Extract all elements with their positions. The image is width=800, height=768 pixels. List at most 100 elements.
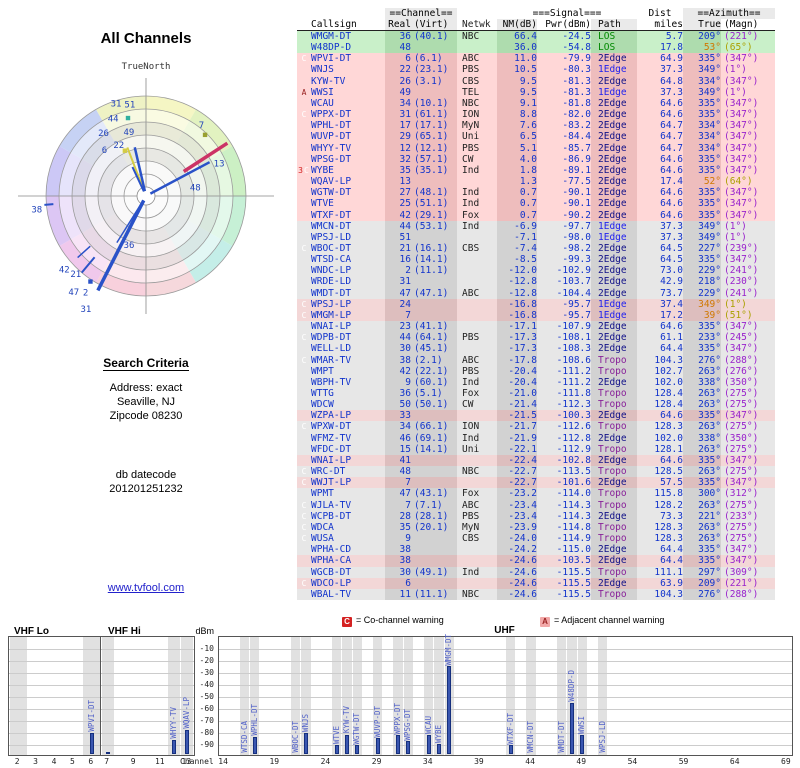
- cell-magn: (275°): [721, 443, 775, 455]
- cell-magn: (1°): [721, 64, 775, 76]
- cell-cs: WGTW-DT: [311, 187, 385, 199]
- cell-virt: (11.1): [411, 265, 457, 277]
- cell-net: ABC: [457, 53, 497, 65]
- cell-virt: (20.1): [411, 521, 457, 534]
- cell-real: 35: [385, 521, 411, 534]
- radar-ring: [71, 121, 221, 271]
- cell-cs: WPSJ-LP: [311, 298, 385, 310]
- cell-path: Tropo: [591, 443, 637, 455]
- cell-net: ION: [457, 421, 497, 433]
- cell-mk: C: [297, 510, 311, 522]
- channel-tick: 29: [371, 757, 382, 766]
- cell-magn: (230°): [721, 276, 775, 288]
- cell-virt: (45.1): [411, 343, 457, 355]
- table-row: WRDE-LD 31 -12.8 -103.7 2Edge 42.9 218° (230°): [297, 276, 775, 288]
- cell-pwr: -112.3: [537, 399, 591, 411]
- cell-mi: 64.5: [637, 242, 683, 255]
- dbm-tick: -80: [199, 728, 214, 737]
- cell-real: 47: [385, 287, 411, 299]
- station-callsign-label: W48DP-D: [567, 670, 576, 702]
- cell-true: 276°: [683, 354, 721, 366]
- radar-bearing-line: [44, 203, 54, 206]
- cell-cs: WHYY-TV: [311, 142, 385, 154]
- cell-mk: [297, 443, 311, 455]
- cell-mk: [297, 276, 311, 288]
- adjacent-channel-warning-icon: A: [540, 617, 550, 627]
- co-channel-warning-icon: C: [300, 500, 308, 510]
- cell-net: Ind: [457, 198, 497, 210]
- cell-pwr: -112.9: [537, 443, 591, 455]
- gridline: [101, 745, 194, 746]
- cell-pwr: -89.1: [537, 164, 591, 177]
- cell-mk: C: [297, 577, 311, 589]
- cell-nm: -21.7: [497, 421, 537, 433]
- occupied-channel-band: [424, 637, 434, 755]
- cell-mi: 128.5: [637, 466, 683, 478]
- cell-cs: WCPB-DT: [311, 510, 385, 522]
- channel-tick: 24: [320, 757, 331, 766]
- cell-pwr: -82.0: [537, 109, 591, 121]
- cell-path: 2Edge: [591, 254, 637, 266]
- header-nm: NM(dB): [497, 19, 537, 30]
- cell-real: 11: [385, 588, 411, 600]
- cell-real: 41: [385, 454, 411, 467]
- cell-pwr: -107.9: [537, 321, 591, 333]
- cell-magn: (347°): [721, 343, 775, 355]
- cell-mi: 64.6: [637, 454, 683, 467]
- adjacent-channel-warning-icon: A: [300, 87, 308, 97]
- cell-magn: (276°): [721, 365, 775, 377]
- cell-virt: (49.1): [411, 566, 457, 578]
- dbm-tick: -10: [199, 644, 214, 653]
- cell-cs: WBPH-TV: [311, 376, 385, 388]
- cell-nm: -22.7: [497, 477, 537, 489]
- co-channel-warning-icon: C: [300, 299, 308, 309]
- tvfool-link[interactable]: www.tvfool.com: [107, 582, 185, 594]
- cell-mi: 64.7: [637, 120, 683, 132]
- cell-path: 2Edge: [591, 187, 637, 199]
- cell-true: 335°: [683, 254, 721, 266]
- cell-mk: C: [297, 466, 311, 478]
- cell-magn: (347°): [721, 198, 775, 210]
- cell-true: 335°: [683, 153, 721, 165]
- cell-virt: (65.1): [411, 131, 457, 143]
- cell-path: 1Edge: [591, 298, 637, 310]
- radar-ring: [123, 173, 169, 219]
- cell-path: 2Edge: [591, 176, 637, 188]
- cell-real: 28: [385, 510, 411, 522]
- cell-path: Tropo: [591, 399, 637, 411]
- cell-virt: (17.1): [411, 120, 457, 132]
- cell-pwr: -84.4: [537, 131, 591, 143]
- cell-pwr: -102.9: [537, 265, 591, 277]
- gridline: [101, 661, 194, 662]
- table-row: WTSD-CA 16 (14.1) -8.5 -99.3 2Edge 64.5 335° (34…: [297, 254, 775, 266]
- cell-pwr: -83.2: [537, 120, 591, 132]
- cell-cs: WYBE: [311, 164, 385, 177]
- cell-cs: WPHA-CD: [311, 544, 385, 556]
- cell-pwr: -111.2: [537, 376, 591, 388]
- cell-cs: WPPX-DT: [311, 109, 385, 121]
- radar-channel-label: 13: [214, 159, 225, 169]
- cell-mi: 37.4: [637, 298, 683, 310]
- cell-mk: C: [297, 533, 311, 545]
- cell-magn: (347°): [721, 477, 775, 489]
- gridline: [9, 733, 101, 734]
- cell-pwr: -90.1: [537, 187, 591, 199]
- cell-mk: [297, 187, 311, 199]
- cell-true: 335°: [683, 109, 721, 121]
- cell-mi: 128.3: [637, 421, 683, 433]
- table-row: WPHA-CA 38 -24.6 -103.5 2Edge 64.4 335° (347°): [297, 555, 775, 567]
- gridline: [219, 745, 792, 746]
- cell-net: [457, 298, 497, 310]
- gridline: [9, 673, 101, 674]
- signal-bar: [185, 730, 190, 754]
- cell-path: 2Edge: [591, 153, 637, 165]
- signal-bar: [89, 732, 94, 754]
- cell-magn: (347°): [721, 75, 775, 87]
- cell-virt: [411, 309, 457, 322]
- cell-true: 349°: [683, 298, 721, 310]
- cell-cs: WNDC-LP: [311, 265, 385, 277]
- cell-pwr: -111.2: [537, 365, 591, 377]
- cell-mi: 37.3: [637, 220, 683, 232]
- cell-cs: WBAL-TV: [311, 588, 385, 600]
- radar-channel-label: 31: [80, 305, 91, 315]
